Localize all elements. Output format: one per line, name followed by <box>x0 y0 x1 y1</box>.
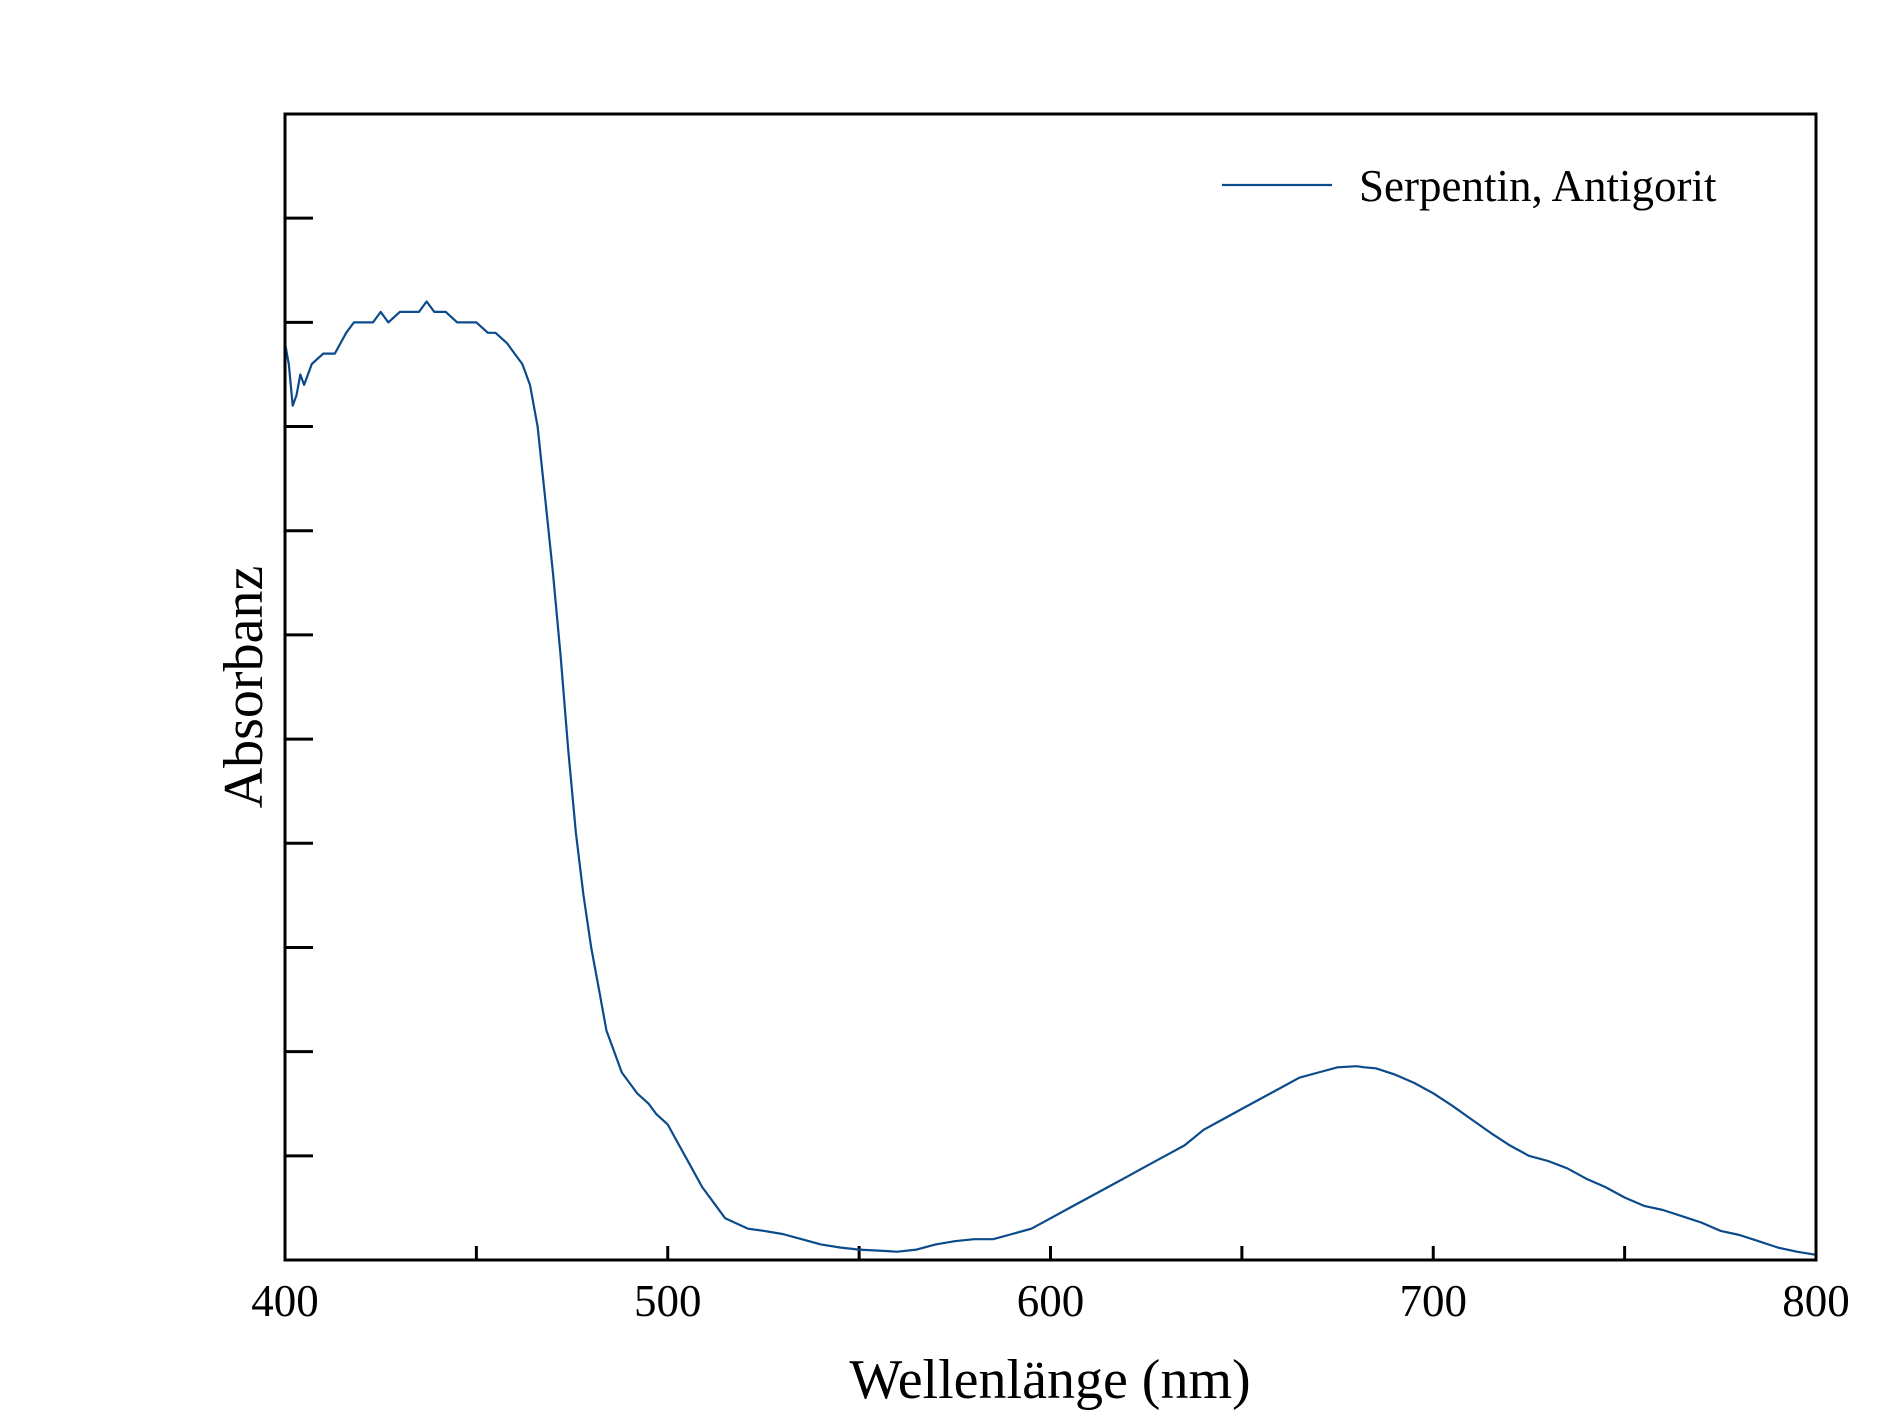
x-tick-label: 400 <box>251 1276 319 1326</box>
series-line-serpentin-antigorit <box>283 300 1817 1256</box>
axis-ticks <box>283 216 1818 1260</box>
x-axis-title: Wellenlänge (nm) <box>849 1349 1250 1411</box>
x-tick-label: 800 <box>1782 1276 1850 1326</box>
legend-label: Serpentin, Antigorit <box>1359 161 1717 211</box>
plot-frame <box>283 112 1818 1262</box>
legend: Serpentin, Antigorit <box>1222 161 1717 211</box>
x-tick-label: 600 <box>1017 1276 1085 1326</box>
tick-labels: 400 500 600 700 800 <box>251 1276 1850 1326</box>
x-tick-label: 700 <box>1400 1276 1468 1326</box>
y-axis-title: Absorbanz <box>213 566 275 809</box>
x-tick-label: 500 <box>634 1276 702 1326</box>
